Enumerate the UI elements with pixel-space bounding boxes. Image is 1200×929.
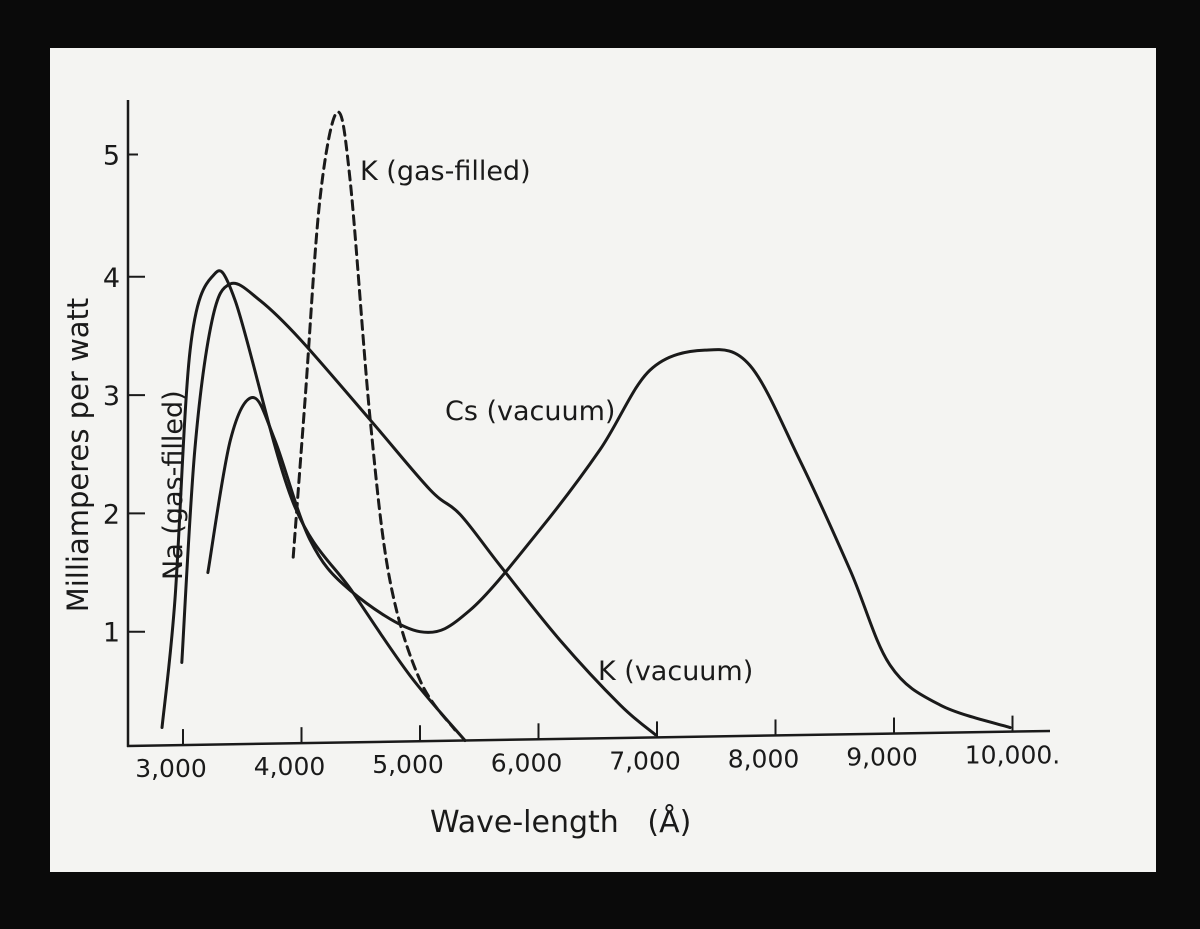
x-tick-label: 5,000 bbox=[372, 750, 444, 779]
x-tick-label: 8,000 bbox=[728, 744, 800, 773]
x-tick-label: 7,000 bbox=[609, 746, 681, 775]
annotation-k-vacuum: K (vacuum) bbox=[598, 656, 753, 687]
annotation-k-gas-filled: K (gas-filled) bbox=[360, 156, 531, 187]
y-tick-label: 2 bbox=[103, 499, 120, 530]
series-line-k-gas-filled bbox=[291, 110, 457, 732]
annotation-cs-vacuum: Cs (vacuum) bbox=[445, 396, 615, 427]
x-axis-label: Wave-length (Å) bbox=[430, 804, 691, 840]
y-tick-label: 1 bbox=[103, 618, 120, 649]
x-tick-label: 3,000 bbox=[135, 754, 207, 783]
series-line-k-vacuum bbox=[180, 281, 657, 737]
x-tick-label: 10,000. bbox=[965, 741, 1060, 770]
series-line-cs-vacuum bbox=[206, 348, 1012, 730]
x-tick-label: 4,000 bbox=[254, 752, 326, 781]
y-tick-label: 5 bbox=[103, 141, 120, 172]
y-axis-label: Milliamperes per watt bbox=[61, 298, 95, 613]
x-axis-line bbox=[126, 729, 1051, 748]
slide-paper bbox=[50, 48, 1156, 872]
series-group bbox=[160, 110, 1012, 743]
axes: 3,000 4,000 5,000 6,000 7,000 8,000 9,000 10,00… bbox=[103, 100, 1060, 783]
y-tick-label: 4 bbox=[103, 263, 120, 294]
x-tick-label: 9,000 bbox=[846, 743, 918, 772]
series-line-na-gas-filled bbox=[160, 269, 467, 743]
annotation-na-gas-filled: Na (gas-filled) bbox=[158, 390, 189, 580]
y-tick-label: 3 bbox=[103, 381, 120, 412]
x-tick-label: 6,000 bbox=[491, 748, 563, 777]
